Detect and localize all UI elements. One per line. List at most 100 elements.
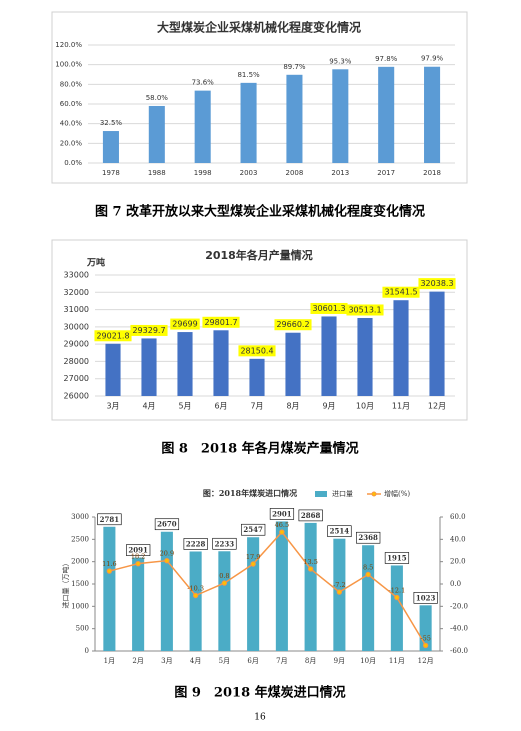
caption: 图 7 改革开放以来大型煤炭企业采煤机械化程度变化情况 bbox=[95, 204, 425, 220]
chart-title: 2018年各月产量情况 bbox=[205, 248, 313, 262]
line-point bbox=[192, 592, 199, 599]
line-point bbox=[336, 589, 343, 595]
bar bbox=[141, 338, 157, 396]
y2-tick-label: 60.0 bbox=[450, 513, 466, 521]
value-label-box bbox=[154, 518, 180, 531]
value-label: 1023 bbox=[416, 593, 436, 602]
value-label: 32.5% bbox=[100, 119, 123, 127]
bar bbox=[429, 291, 445, 396]
line-point bbox=[106, 568, 113, 574]
line-point bbox=[307, 566, 314, 572]
x-tick-label: 1978 bbox=[102, 169, 120, 177]
x-tick-label: 12月 bbox=[428, 402, 446, 411]
value-label-box bbox=[97, 513, 122, 526]
value-label: 32038.3 bbox=[420, 279, 453, 288]
y-tick-label: 100.0% bbox=[55, 61, 82, 69]
line-label: 11.6 bbox=[102, 560, 116, 568]
legend-swatch bbox=[315, 491, 327, 497]
bar bbox=[275, 521, 288, 651]
value-label-bg bbox=[94, 330, 132, 342]
y-tick-label: 29000 bbox=[64, 340, 89, 349]
value-label: 58.0% bbox=[146, 94, 169, 102]
y2-tick-label: 40.0 bbox=[450, 535, 466, 543]
chart-title: 图：2018年煤炭进口情况 bbox=[203, 488, 297, 498]
bar bbox=[378, 66, 395, 163]
bar bbox=[132, 557, 145, 651]
value-label: 28150.4 bbox=[240, 346, 273, 355]
value-label-bg bbox=[382, 286, 420, 298]
value-label: 97.9% bbox=[421, 55, 444, 63]
bar bbox=[240, 82, 257, 163]
value-label: 30513.1 bbox=[348, 305, 381, 314]
value-label: 97.8% bbox=[375, 55, 398, 63]
value-label: 95.3% bbox=[329, 57, 352, 65]
line-label: 0.8 bbox=[219, 572, 229, 580]
line-label: 20.9 bbox=[160, 550, 174, 558]
value-label: 73.6% bbox=[192, 79, 215, 87]
line-label: -10.3 bbox=[187, 585, 204, 593]
bar bbox=[390, 565, 403, 651]
bar bbox=[218, 551, 231, 651]
line-point bbox=[135, 560, 141, 567]
line-point bbox=[422, 642, 429, 649]
x-tick-label: 12月 bbox=[418, 657, 434, 665]
y-tick-label: 60.0% bbox=[60, 100, 83, 108]
bar bbox=[213, 330, 229, 396]
x-tick-label: 9月 bbox=[322, 402, 335, 411]
y2-tick-label: 20.0 bbox=[450, 558, 466, 566]
x-tick-label: 9月 bbox=[334, 657, 345, 665]
line-point bbox=[365, 571, 371, 578]
value-label-bg bbox=[418, 278, 456, 290]
y-tick-label: 26000 bbox=[64, 392, 89, 401]
bar bbox=[286, 74, 303, 163]
line-point bbox=[221, 580, 228, 586]
value-label: 2233 bbox=[215, 539, 235, 548]
line-label: 17.9 bbox=[246, 553, 260, 561]
value-label: 2368 bbox=[358, 533, 378, 542]
value-label: 29801.7 bbox=[204, 318, 237, 327]
value-label: 29021.8 bbox=[96, 331, 129, 340]
bar bbox=[148, 105, 165, 163]
value-label: 29660.2 bbox=[276, 320, 309, 329]
value-label-box bbox=[327, 525, 352, 538]
x-tick-label: 3月 bbox=[106, 402, 119, 411]
bar bbox=[102, 131, 119, 163]
value-label-box bbox=[126, 544, 151, 556]
y-axis-label: 进口量（万吨） bbox=[61, 560, 70, 609]
bar bbox=[332, 69, 349, 163]
line-point bbox=[279, 529, 285, 535]
bar bbox=[357, 317, 373, 396]
legend-label: 进口量 bbox=[332, 490, 353, 498]
value-label-box bbox=[384, 552, 410, 564]
y-tick-label: 2500 bbox=[71, 535, 89, 543]
value-label: 2670 bbox=[157, 520, 177, 529]
x-tick-label: 2003 bbox=[240, 169, 258, 177]
value-label: 2091 bbox=[128, 546, 148, 555]
y-tick-label: 2000 bbox=[71, 558, 89, 566]
y2-tick-label: -60.0 bbox=[450, 647, 468, 655]
value-label-box bbox=[241, 523, 266, 536]
y-tick-label: 28000 bbox=[64, 357, 89, 366]
line-label: 46.5 bbox=[275, 521, 289, 529]
y-tick-label: 80.0% bbox=[60, 80, 83, 88]
value-label: 31541.5 bbox=[384, 288, 417, 297]
y2-tick-label: -20.0 bbox=[450, 602, 468, 610]
x-tick-label: 8月 bbox=[305, 657, 316, 665]
value-label-box bbox=[183, 538, 208, 550]
caption: 图 8 2018 年各月煤炭产量情况 bbox=[161, 441, 358, 457]
value-label: 29329.7 bbox=[132, 326, 165, 335]
line-label: -12.1 bbox=[389, 587, 406, 595]
line-point bbox=[250, 561, 256, 567]
page-number: 16 bbox=[254, 713, 266, 723]
x-tick-label: 6月 bbox=[214, 402, 227, 411]
y-tick-label: 31000 bbox=[64, 305, 89, 314]
y2-tick-label: -40.0 bbox=[450, 625, 468, 633]
x-tick-label: 4月 bbox=[142, 402, 155, 411]
x-tick-label: 1998 bbox=[194, 169, 212, 177]
x-tick-label: 1988 bbox=[148, 169, 166, 177]
caption: 图 9 2018 年煤炭进口情况 bbox=[174, 685, 345, 701]
bar bbox=[304, 522, 317, 651]
x-tick-label: 2月 bbox=[132, 657, 143, 665]
x-tick-label: 7月 bbox=[250, 402, 263, 411]
y-tick-label: 1500 bbox=[71, 580, 89, 588]
